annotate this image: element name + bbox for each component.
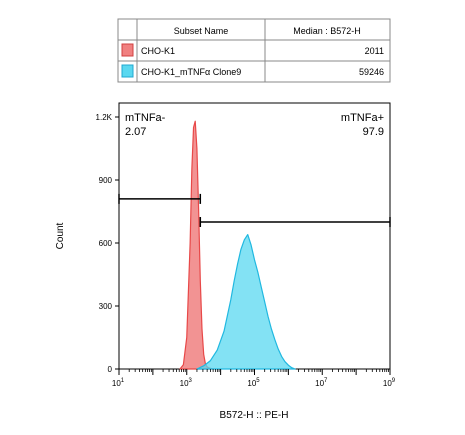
y-tick-label-1: 300 (99, 302, 113, 311)
x-tick-label-3: 107 (315, 378, 328, 388)
y-tick-label-0: 0 (108, 365, 113, 374)
legend-header-subset: Subset Name (174, 26, 229, 36)
x-tick-label-4: 109 (383, 378, 396, 388)
y-tick-label-4: 1.2K (96, 113, 113, 122)
gate-label-negative-value: 2.07 (125, 126, 146, 138)
y-axis-title: Count (55, 222, 66, 249)
x-tick-label-2: 105 (247, 378, 260, 388)
legend-table: Subset Name Median : B572-H CHO-K1 2011 … (117, 18, 391, 83)
legend-header-median: Median : B572-H (293, 26, 361, 36)
x-axis-title: B572-H :: PE-H (220, 410, 289, 421)
y-tick-label-2: 600 (99, 239, 113, 248)
x-tick-label-1: 103 (180, 378, 193, 388)
legend-row-median-clone9: 59246 (359, 67, 384, 77)
legend-row-median-cho-k1: 2011 (365, 46, 384, 56)
gate-layer (118, 193, 391, 227)
legend-swatch-clone9 (121, 64, 134, 78)
legend-table-frame (117, 18, 391, 83)
x-tick-label-0: 101 (112, 378, 125, 388)
y-tick-label-3: 900 (99, 176, 113, 185)
gate-label-positive-name: mTNFa+ (341, 112, 384, 124)
tick-layer: 0 300 600 900 1.2K 101 103 105 107 109 (96, 113, 396, 388)
legend-swatch-cho-k1 (121, 43, 134, 57)
series-area-1 (196, 234, 296, 370)
legend-row-name-clone9: CHO-K1_mTNFα Clone9 (141, 67, 241, 77)
gate-label-positive-value: 97.9 (363, 126, 384, 138)
series-layer (179, 120, 296, 370)
series-area-0 (179, 120, 215, 370)
gate-label-negative-name: mTNFa- (125, 112, 166, 124)
legend-row-name-cho-k1: CHO-K1 (141, 46, 175, 56)
